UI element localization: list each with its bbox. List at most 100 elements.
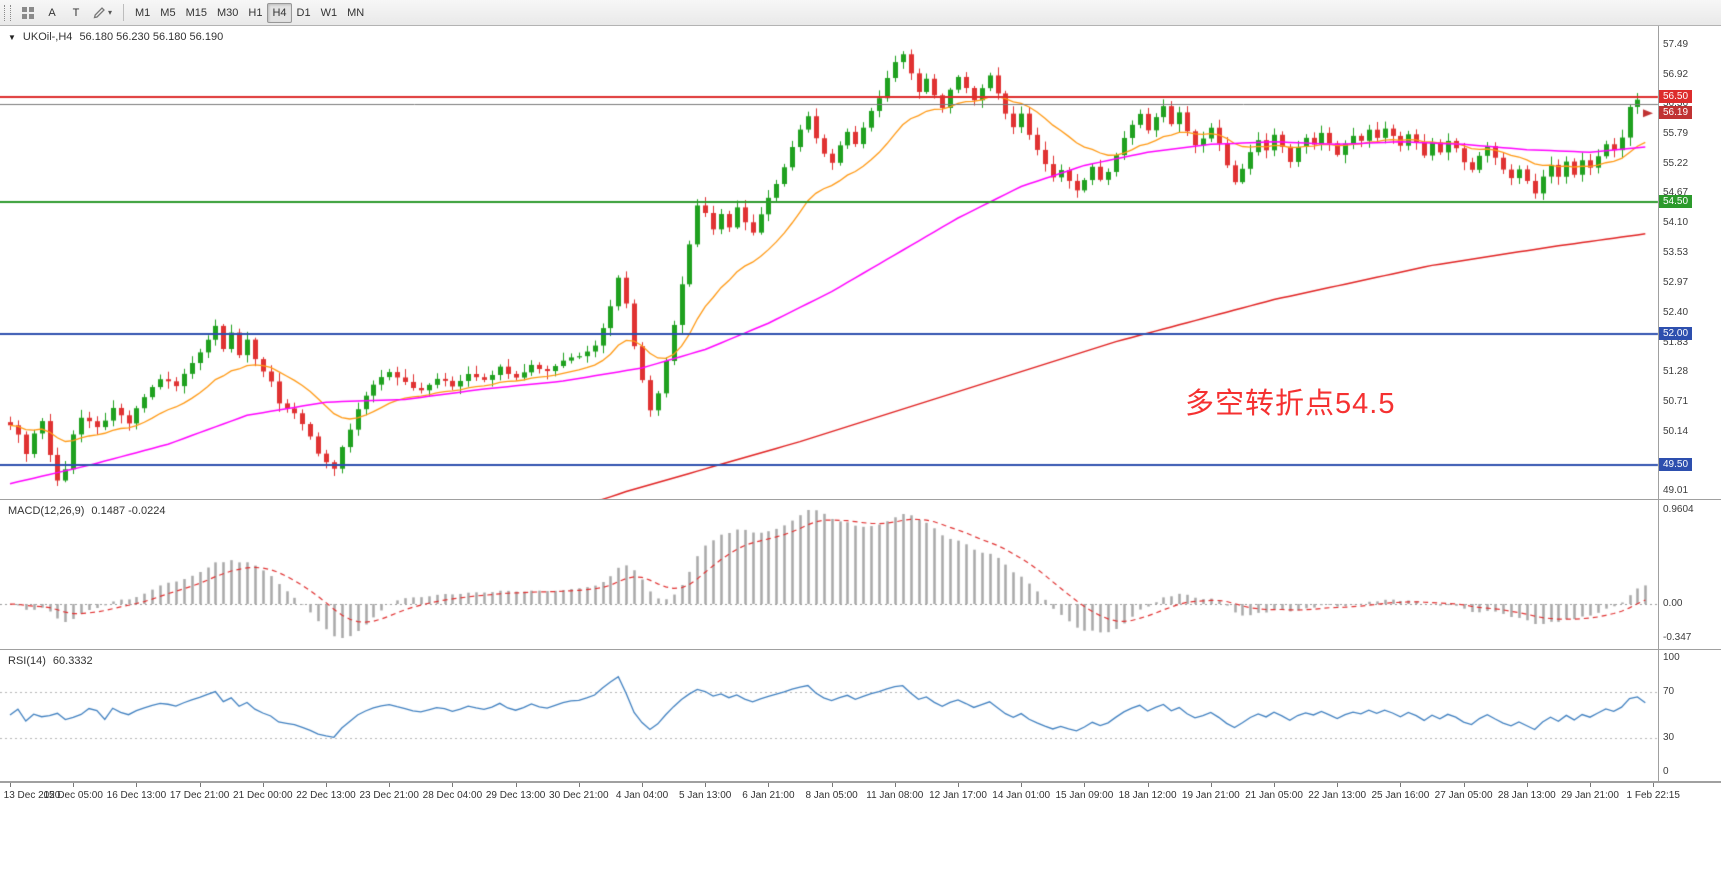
macd-tick: 0.00 [1663,598,1683,610]
time-tick-mark [894,783,896,787]
charts-grid-button[interactable] [16,3,40,23]
draw-tool-button[interactable]: ▾ [88,3,117,23]
price-tick: 53.53 [1663,247,1689,259]
time-tick-mark [705,783,707,787]
timeframe-m15-button[interactable]: M15 [181,3,212,23]
time-tick-mark [1463,783,1465,787]
timeframe-m5-button[interactable]: M5 [155,3,180,23]
time-label: 29 Dec 13:00 [485,790,546,801]
arrow-tool-button[interactable]: A [40,3,64,23]
chart-ohlc-values: 56.180 56.230 56.180 56.190 [79,31,224,43]
time-label: 5 Jan 13:00 [679,790,732,801]
timeframe-m1-button[interactable]: M1 [130,3,155,23]
time-label: 19 Jan 21:00 [1181,790,1240,801]
time-tick-mark [1210,783,1212,787]
macd-panel: MACD(12,26,9) 0.1487 -0.0224 0.9604 0.00 -… [0,500,1721,650]
time-label: 18 Jan 12:00 [1118,790,1177,801]
grid-icon [21,6,34,19]
time-tick-mark [452,783,454,787]
chart-title: ▼ UKOil-,H4 56.180 56.230 56.180 56.190 [8,31,223,43]
rsi-canvas[interactable] [0,650,1721,781]
time-axis[interactable]: 13 Dec 2020 15 Dec 05:00 16 Dec 13:00 17 De… [0,782,1721,817]
rsi-tick: 0 [1663,766,1669,777]
time-tick-mark [958,783,959,787]
time-label: 30 Dec 21:00 [549,790,609,801]
price-chart-canvas[interactable] [0,26,1721,499]
time-tick-mark [768,783,770,787]
price-tick: 54.10 [1663,217,1689,229]
time-label: 6 Jan 21:00 [742,790,795,801]
time-tick-mark [389,783,391,787]
time-tick-mark [1653,783,1655,787]
price-scale[interactable]: 57.49 56.92 56.36 55.79 55.22 54.67 54.10 53.53… [1658,26,1721,499]
time-label: 15 Dec 05:00 [43,790,103,801]
time-label: 22 Jan 13:00 [1308,790,1367,801]
rsi-value: 60.3332 [52,655,93,667]
price-tick: 52.40 [1663,306,1689,318]
timeframe-h4-button[interactable]: H4 [267,2,292,23]
price-tick: 51.83 [1663,336,1689,348]
time-label: 13 Dec 2020 [3,790,61,801]
price-tick: 51.28 [1663,365,1689,377]
time-tick-mark [262,783,264,787]
price-tick: 56.36 [1663,98,1689,110]
toolbar: A T ▾ M1 M5 M15 M30 H1 H4 D1 W1 MN [0,0,1721,26]
time-tick-mark [199,783,201,787]
time-label: 28 Dec 04:00 [422,790,483,801]
time-tick-mark [1400,783,1402,787]
time-tick-mark [1590,783,1591,787]
timeframe-m30-button[interactable]: M30 [212,3,243,23]
time-label: 28 Jan 13:00 [1497,790,1556,801]
time-tick-mark [1274,783,1275,787]
macd-title: MACD(12,26,9) 0.1487 -0.0224 [8,505,165,517]
rsi-scale[interactable]: 100 70 30 0 [1658,650,1721,781]
chart-symbol-period: UKOil-,H4 [22,31,73,43]
time-tick-mark [10,783,11,787]
time-label: 8 Jan 05:00 [805,790,858,801]
time-label: 4 Jan 04:00 [615,790,669,801]
dropdown-caret-icon: ▾ [108,8,113,17]
rsi-tick: 30 [1663,731,1675,743]
price-tick: 55.22 [1663,158,1689,170]
time-tick-mark [831,783,833,787]
chart-collapse-icon[interactable]: ▼ [8,32,16,42]
rsi-tick: 100 [1663,652,1680,663]
macd-scale[interactable]: 0.9604 0.00 -0.347 [1658,500,1721,649]
macd-canvas[interactable] [0,500,1721,649]
price-tick: 56.92 [1663,68,1689,80]
time-tick-mark [1084,783,1086,787]
time-label: 21 Jan 05:00 [1245,790,1303,801]
price-tick: 52.97 [1663,276,1689,288]
time-label: 22 Dec 13:00 [296,790,356,801]
price-level-badge: 52.00 [1659,326,1693,340]
toolbar-grip[interactable] [4,4,11,21]
macd-tick: -0.347 [1663,632,1692,643]
pencil-icon [93,7,105,19]
timeframe-h1-button[interactable]: H1 [243,3,267,23]
price-level-badge: 49.50 [1659,458,1693,472]
time-tick-mark [136,783,138,787]
rsi-indicator-name: RSI(14) [8,655,46,667]
time-tick-mark [642,783,643,787]
time-label: 14 Jan 01:00 [992,790,1051,801]
timeframe-d1-button[interactable]: D1 [292,3,316,23]
time-tick-mark [578,783,580,787]
time-label: 23 Dec 21:00 [359,790,419,801]
text-tool-button[interactable]: T [64,3,88,23]
price-tick: 50.14 [1663,425,1689,437]
time-tick-mark [73,783,75,787]
time-tick-mark [1147,783,1149,787]
rsi-tick: 70 [1663,686,1675,698]
time-label: 25 Jan 16:00 [1371,790,1430,801]
time-label: 16 Dec 13:00 [106,790,167,801]
timeframe-w1-button[interactable]: W1 [316,3,343,23]
price-tick: 49.01 [1663,485,1689,497]
time-label: 27 Jan 05:00 [1434,790,1493,801]
price-level-badge: 56.50 [1659,90,1693,104]
timeframe-mn-button[interactable]: MN [342,3,369,23]
time-tick-mark [1526,783,1528,787]
time-label: 15 Jan 09:00 [1055,790,1114,801]
time-label: 21 Dec 00:00 [233,790,293,801]
time-label: 1 Feb 22:15 [1626,790,1680,801]
